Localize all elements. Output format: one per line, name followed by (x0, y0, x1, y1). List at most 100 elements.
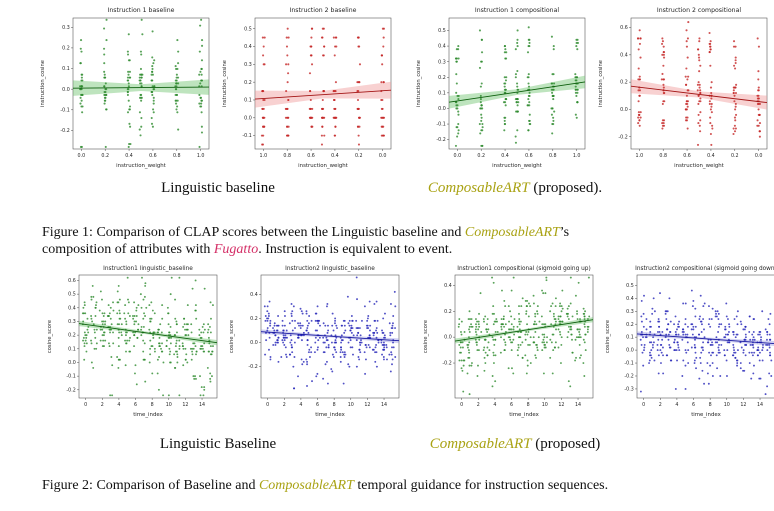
svg-text:0.2: 0.2 (62, 46, 70, 52)
svg-text:0: 0 (460, 402, 463, 408)
svg-text:14: 14 (199, 402, 205, 408)
svg-text:0.4: 0.4 (68, 305, 76, 311)
subplot-instruction-1-baseline: Instruction 1 baseline 0.3 0.2 0.1 0.0 -0.1 -0… (40, 7, 210, 169)
svg-text:0.0: 0.0 (244, 115, 252, 121)
svg-text:0.0: 0.0 (68, 360, 76, 366)
svg-text:Instruction2 compositional (si: Instruction2 compositional (sigmoid goin… (635, 266, 774, 272)
svg-text:6: 6 (134, 402, 137, 408)
svg-text:-0.2: -0.2 (436, 137, 445, 143)
svg-text:Instruction 1 compositional: Instruction 1 compositional (475, 7, 560, 14)
figure1-panel-caption-left: Linguistic baseline (118, 180, 318, 197)
svg-text:2: 2 (101, 402, 104, 408)
svg-text:12: 12 (558, 402, 564, 408)
svg-text:0.0: 0.0 (78, 153, 86, 159)
svg-text:0.3: 0.3 (62, 25, 70, 31)
svg-text:0.2: 0.2 (244, 80, 252, 86)
svg-text:0.2: 0.2 (731, 153, 739, 159)
svg-text:-0.3: -0.3 (624, 387, 633, 393)
svg-text:instruction_weight: instruction_weight (298, 163, 348, 169)
svg-text:0.4: 0.4 (626, 296, 634, 302)
svg-text:0.8: 0.8 (173, 153, 181, 159)
svg-text:cosine_score: cosine_score (47, 320, 53, 353)
svg-text:0: 0 (84, 402, 87, 408)
svg-text:0.2: 0.2 (68, 333, 76, 339)
brand-composableart: ComposableART (464, 225, 560, 240)
svg-text:-0.2: -0.2 (66, 387, 75, 393)
svg-text:-0.1: -0.1 (242, 133, 251, 139)
svg-text:0.4: 0.4 (250, 292, 258, 298)
svg-text:0.4: 0.4 (438, 44, 446, 50)
svg-text:8: 8 (333, 402, 336, 408)
svg-text:12: 12 (182, 402, 188, 408)
svg-text:0.5: 0.5 (438, 28, 446, 34)
svg-text:0.5: 0.5 (68, 292, 76, 298)
caption-text: temporal guidance for instruction sequen… (353, 478, 609, 493)
svg-text:0: 0 (642, 402, 645, 408)
svg-text:0.0: 0.0 (250, 340, 258, 346)
panel-caption-text: Linguistic Baseline (159, 436, 277, 452)
brand-composableart: ComposableART (258, 478, 354, 493)
svg-text:2: 2 (659, 402, 662, 408)
svg-text:4: 4 (493, 402, 496, 408)
svg-text:0.5: 0.5 (626, 283, 634, 289)
svg-text:instruction_cosine: instruction_cosine (40, 60, 46, 107)
svg-text:0.0: 0.0 (62, 87, 70, 93)
svg-text:4: 4 (675, 402, 678, 408)
svg-text:0.3: 0.3 (626, 309, 634, 315)
svg-text:0.4: 0.4 (501, 153, 509, 159)
svg-text:cosine_score: cosine_score (229, 320, 235, 353)
svg-text:0.0: 0.0 (755, 153, 763, 159)
svg-text:-0.2: -0.2 (248, 364, 257, 370)
subplot-instruction1-linguistic-baseline: Instruction1 linguistic_baseline 0.6 0.5 0.… (47, 266, 218, 418)
svg-text:0.3: 0.3 (68, 319, 76, 325)
svg-text:0.0: 0.0 (379, 153, 387, 159)
figure1-caption: Figure 1: Comparison of CLAP scores betw… (42, 224, 742, 258)
svg-text:-0.1: -0.1 (624, 361, 633, 367)
svg-text:-0.2: -0.2 (624, 374, 633, 380)
svg-text:10: 10 (348, 402, 354, 408)
subplot-instruction-2-compositional: Instruction 2 compositional 0.6 0.4 0.2 0.0 -… (598, 7, 768, 169)
svg-text:1.0: 1.0 (636, 153, 644, 159)
svg-text:0.6: 0.6 (525, 153, 533, 159)
brand-composableart: ComposableART (429, 436, 532, 452)
caption-text: ’s (559, 225, 570, 240)
svg-text:0.1: 0.1 (626, 335, 634, 341)
svg-text:instruction_weight: instruction_weight (674, 163, 724, 169)
svg-text:Instruction 2 baseline: Instruction 2 baseline (290, 7, 357, 14)
svg-text:14: 14 (575, 402, 581, 408)
svg-text:cosine_score: cosine_score (423, 320, 429, 353)
svg-text:time_index: time_index (133, 412, 163, 418)
svg-text:instruction_cosine: instruction_cosine (416, 60, 422, 107)
svg-text:10: 10 (166, 402, 172, 408)
svg-text:-0.2: -0.2 (442, 361, 451, 367)
svg-text:instruction_cosine: instruction_cosine (598, 60, 604, 107)
figure1-panel-caption-right: ComposableART (proposed). (405, 180, 625, 197)
svg-text:instruction_cosine: instruction_cosine (222, 60, 228, 107)
svg-text:time_index: time_index (315, 412, 345, 418)
panel-caption-text: Linguistic baseline (161, 180, 275, 196)
svg-text:0.8: 0.8 (659, 153, 667, 159)
svg-text:0.3: 0.3 (244, 62, 252, 68)
svg-text:2: 2 (477, 402, 480, 408)
svg-text:14: 14 (381, 402, 387, 408)
svg-text:-0.2: -0.2 (60, 128, 69, 134)
svg-text:0.2: 0.2 (438, 75, 446, 81)
svg-text:0.2: 0.2 (444, 309, 452, 315)
svg-text:0.2: 0.2 (101, 153, 109, 159)
svg-text:6: 6 (316, 402, 319, 408)
svg-text:Instruction2 linguistic_baseli: Instruction2 linguistic_baseline (285, 266, 375, 272)
caption-text: . Instruction is equivalent to event. (258, 242, 453, 257)
svg-text:instruction_weight: instruction_weight (492, 163, 542, 169)
svg-text:-0.1: -0.1 (66, 374, 75, 380)
svg-text:6: 6 (510, 402, 513, 408)
svg-text:time_index: time_index (509, 412, 539, 418)
svg-text:0.3: 0.3 (438, 59, 446, 65)
svg-text:12: 12 (740, 402, 746, 408)
svg-text:0.2: 0.2 (620, 80, 628, 86)
subplot-instruction1-compositional-sigmoid-up: Instruction1 compositional (sigmoid goin… (423, 266, 594, 418)
svg-text:0.0: 0.0 (620, 107, 628, 113)
svg-text:8: 8 (151, 402, 154, 408)
svg-text:0.1: 0.1 (244, 98, 252, 104)
svg-text:0.4: 0.4 (620, 52, 628, 58)
